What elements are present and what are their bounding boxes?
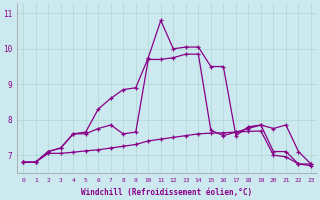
X-axis label: Windchill (Refroidissement éolien,°C): Windchill (Refroidissement éolien,°C) [82, 188, 252, 197]
